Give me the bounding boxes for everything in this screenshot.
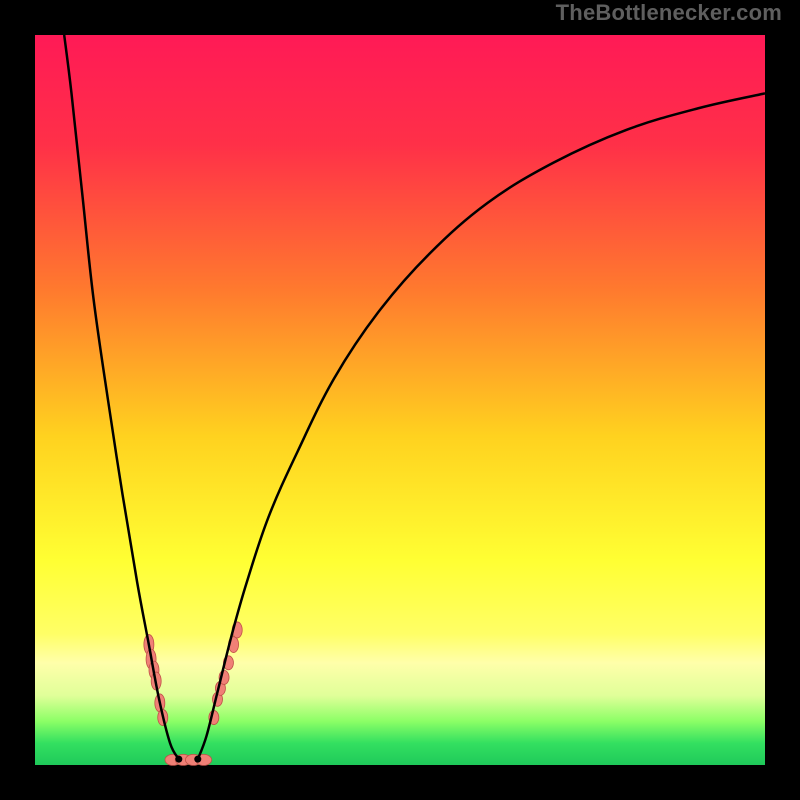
bottom-cluster-markers <box>165 754 212 765</box>
bottleneck-chart <box>0 0 800 800</box>
chart-background <box>35 35 765 765</box>
watermark-text: TheBottlenecker.com <box>556 0 782 26</box>
